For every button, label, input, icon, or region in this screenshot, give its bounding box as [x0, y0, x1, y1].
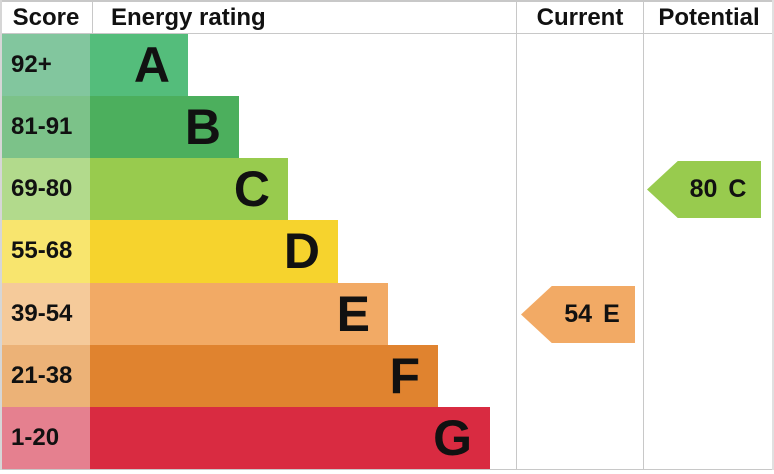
score-range-e: 39-54: [0, 282, 90, 345]
header-energy-rating: Energy rating: [111, 3, 266, 31]
grade-letter-c: C: [233, 161, 270, 218]
rating-bar-g: G: [90, 406, 490, 469]
score-range-b: 81-91: [0, 96, 90, 159]
band-row-b: 81-91 B: [0, 96, 516, 159]
rating-bar-b: B: [90, 96, 239, 159]
band-row-d: 55-68 D: [0, 220, 516, 283]
grade-letter-f: F: [389, 347, 420, 404]
band-row-a: 92+ A: [0, 34, 516, 97]
grade-letter-e: E: [336, 285, 370, 342]
potential-score: 80: [689, 175, 718, 203]
grade-letter-b: B: [184, 99, 221, 156]
grade-letter-a: A: [133, 37, 170, 94]
potential-rating-arrow: 80 C: [647, 161, 761, 218]
header-current: Current: [536, 3, 624, 31]
chart-top-line: [0, 0, 774, 2]
chart-bottom-line: [0, 469, 774, 470]
score-range-c: 69-80: [0, 158, 90, 221]
grade-letter-g: G: [433, 409, 472, 466]
header-bottom-line: [0, 33, 774, 34]
header-potential: Potential: [658, 3, 760, 31]
divider-current-column: [516, 0, 517, 470]
score-range-g: 1-20: [0, 406, 90, 469]
rating-bar-c: C: [90, 158, 288, 221]
divider-potential-column: [643, 0, 644, 470]
current-grade: E: [603, 300, 620, 328]
score-range-a: 92+: [0, 34, 90, 97]
current-score: 54: [564, 300, 593, 328]
band-row-c: 69-80 C: [0, 158, 516, 221]
current-rating-arrow: 54 E: [521, 286, 635, 343]
band-row-g: 1-20 G: [0, 406, 516, 469]
header-score: Score: [12, 3, 80, 31]
potential-grade: C: [728, 175, 747, 203]
rating-bar-a: A: [90, 34, 188, 97]
rating-bar-e: E: [90, 282, 388, 345]
score-range-f: 21-38: [0, 344, 90, 407]
chart-left-line: [0, 0, 2, 470]
rating-bands: 92+ A 81-91 B 69-80 C 55-68 D 39-54: [0, 34, 516, 469]
score-range-d: 55-68: [0, 220, 90, 283]
band-row-f: 21-38 F: [0, 344, 516, 407]
rating-bar-f: F: [90, 344, 438, 407]
grade-letter-d: D: [283, 223, 320, 280]
band-row-e: 39-54 E: [0, 282, 516, 345]
divider-score-rating: [92, 0, 93, 33]
rating-bar-d: D: [90, 220, 338, 283]
chart-header: Score Energy rating Current Potential: [0, 2, 774, 33]
chart-right-line: [772, 0, 774, 470]
